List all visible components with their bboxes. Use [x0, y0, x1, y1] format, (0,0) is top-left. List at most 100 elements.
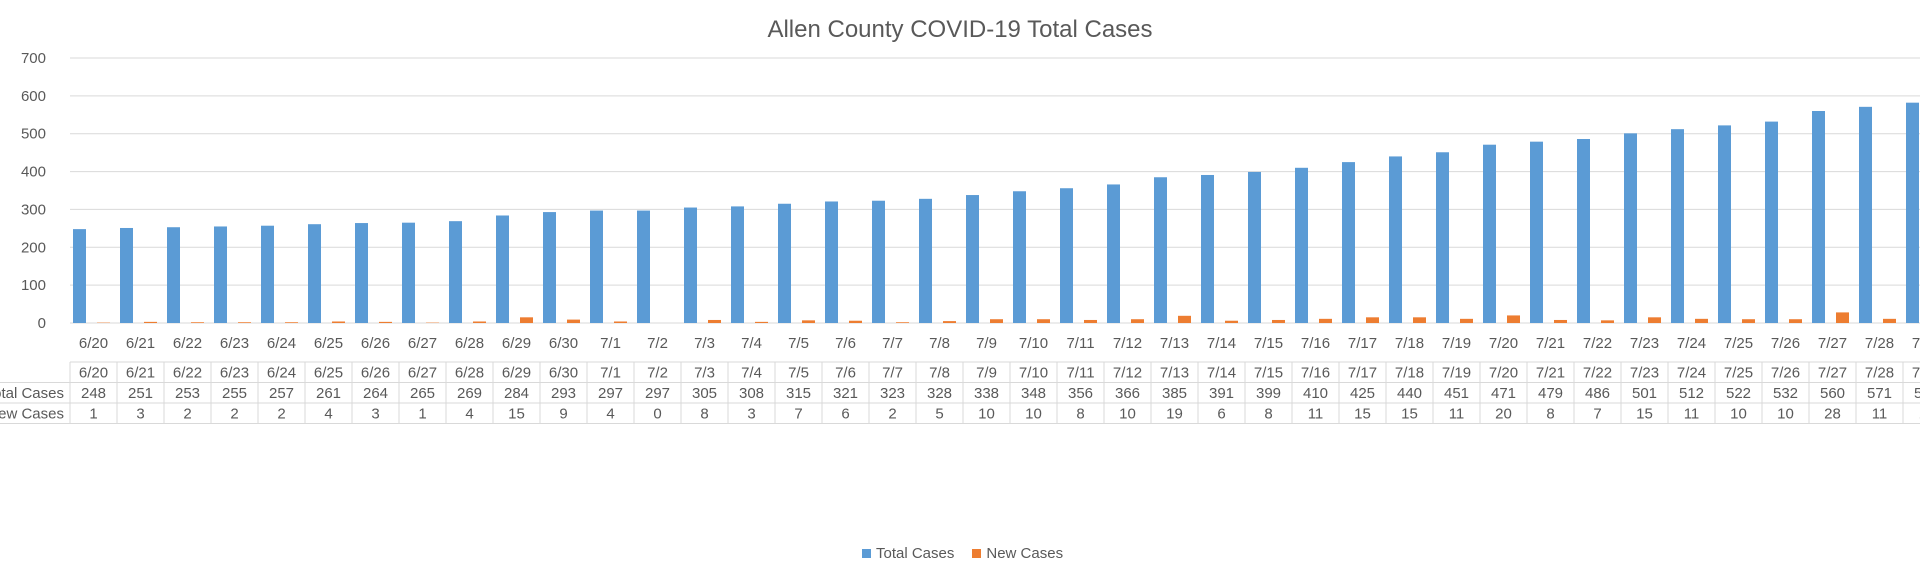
bar-new-cases: [191, 322, 204, 323]
bar-total-cases: [496, 215, 509, 323]
bar-total-cases: [637, 210, 650, 323]
table-cell-new-cases: 1: [418, 405, 426, 422]
x-tick-label: 6/29: [502, 335, 531, 352]
table-header-cell: 7/4: [741, 364, 762, 381]
x-tick-label: 7/10: [1019, 335, 1048, 352]
table-header-cell: 7/13: [1160, 364, 1189, 381]
legend-item-total: Total Cases: [862, 545, 954, 562]
x-tick-label: 6/28: [455, 335, 484, 352]
table-cell-new-cases: 6: [1217, 405, 1225, 422]
table-cell-total-cases: 560: [1820, 385, 1845, 402]
bar-new-cases: [614, 321, 627, 323]
table-header-cell: 7/3: [694, 364, 715, 381]
table-cell-total-cases: 265: [410, 385, 435, 402]
x-tick-label: 7/9: [976, 335, 997, 352]
bar-total-cases: [543, 212, 556, 323]
bar-total-cases: [1436, 152, 1449, 323]
x-tick-label: 7/18: [1395, 335, 1424, 352]
table-cell-total-cases: 338: [974, 385, 999, 402]
table-cell-total-cases: 248: [81, 385, 106, 402]
legend-label-new: New Cases: [986, 545, 1064, 562]
table-cell-new-cases: 7: [1593, 405, 1601, 422]
table-cell-total-cases: 297: [645, 385, 670, 402]
table-cell-total-cases: 293: [551, 385, 576, 402]
table-row-label: New Cases: [0, 405, 64, 422]
bar-new-cases: [1601, 320, 1614, 323]
table-cell-new-cases: 8: [700, 405, 708, 422]
bar-new-cases: [1507, 315, 1520, 323]
x-tick-label: 7/15: [1254, 335, 1283, 352]
bar-new-cases: [1554, 319, 1567, 323]
table-header-cell: 6/29: [502, 364, 531, 381]
bar-total-cases: [308, 224, 321, 323]
legend-swatch-total: [862, 549, 871, 558]
bar-total-cases: [1671, 129, 1684, 323]
table-cell-new-cases: 15: [1636, 405, 1653, 422]
x-tick-label: 7/17: [1348, 335, 1377, 352]
bar-new-cases: [1178, 315, 1191, 323]
bar-total-cases: [684, 207, 697, 323]
bar-new-cases: [1272, 319, 1285, 323]
legend-swatch-new: [972, 549, 982, 558]
bar-new-cases: [473, 321, 486, 323]
table-cell-total-cases: 305: [692, 385, 717, 402]
bar-new-cases: [1037, 319, 1050, 323]
table-cell-new-cases: 2: [183, 405, 191, 422]
x-tick-label: 7/8: [929, 335, 950, 352]
bar-total-cases: [1248, 171, 1261, 323]
table-header-cell: 7/18: [1395, 364, 1424, 381]
table-cell-total-cases: 486: [1585, 385, 1610, 402]
table-cell-total-cases: 571: [1867, 385, 1892, 402]
bar-new-cases: [238, 322, 251, 323]
table-header-cell: 7/19: [1442, 364, 1471, 381]
bar-total-cases: [778, 203, 791, 323]
table-cell-total-cases: 356: [1068, 385, 1093, 402]
table-cell-new-cases: 4: [465, 405, 473, 422]
bar-new-cases: [1319, 318, 1332, 323]
table-cell-total-cases: 440: [1397, 385, 1422, 402]
bar-total-cases: [1624, 133, 1637, 323]
table-cell-new-cases: 3: [136, 405, 144, 422]
table-cell-new-cases: 8: [1076, 405, 1084, 422]
table-cell-new-cases: 15: [508, 405, 525, 422]
bar-new-cases: [1131, 319, 1144, 323]
bar-total-cases: [1859, 106, 1872, 323]
x-tick-label: 7/22: [1583, 335, 1612, 352]
y-tick-label: 600: [21, 88, 46, 105]
bar-total-cases: [1718, 125, 1731, 323]
table-cell-total-cases: 261: [316, 385, 341, 402]
x-tick-label: 7/1: [600, 335, 621, 352]
y-tick-label: 100: [21, 277, 46, 294]
table-cell-new-cases: 8: [1546, 405, 1554, 422]
table-cell-new-cases: 10: [1777, 405, 1794, 422]
table-cell-total-cases: 532: [1773, 385, 1798, 402]
chart-title: Allen County COVID-19 Total Cases: [767, 16, 1153, 43]
y-tick-label: 400: [21, 164, 46, 181]
table-cell-total-cases: 410: [1303, 385, 1328, 402]
y-tick-label: 700: [21, 50, 46, 67]
table-cell-new-cases: 2: [888, 405, 896, 422]
table-cell-new-cases: 3: [747, 405, 755, 422]
bar-new-cases: [1742, 319, 1755, 323]
bar-new-cases: [1225, 320, 1238, 323]
table-header-cell: 7/7: [882, 364, 903, 381]
legend-label-total: Total Cases: [876, 545, 955, 562]
table-cell-new-cases: 0: [653, 405, 661, 422]
table-header-cell: 7/24: [1677, 364, 1706, 381]
table-header-cell: 7/26: [1771, 364, 1800, 381]
x-tick-label: 7/3: [694, 335, 715, 352]
bar-new-cases: [1695, 318, 1708, 323]
bar-total-cases: [1906, 102, 1919, 324]
legend-item-new: New Cases: [972, 545, 1063, 562]
table-header-cell: 6/28: [455, 364, 484, 381]
x-tick-label: 7/14: [1207, 335, 1236, 352]
bar-new-cases: [144, 321, 157, 323]
bar-new-cases: [849, 320, 862, 323]
table-cell-total-cases: 391: [1209, 385, 1234, 402]
table-cell-new-cases: 10: [1025, 405, 1042, 422]
table-cell-total-cases: 348: [1021, 385, 1046, 402]
x-tick-label: 7/26: [1771, 335, 1800, 352]
x-tick-label: 7/2: [647, 335, 668, 352]
x-tick-label: 7/28: [1865, 335, 1894, 352]
table-header-cell: 7/22: [1583, 364, 1612, 381]
